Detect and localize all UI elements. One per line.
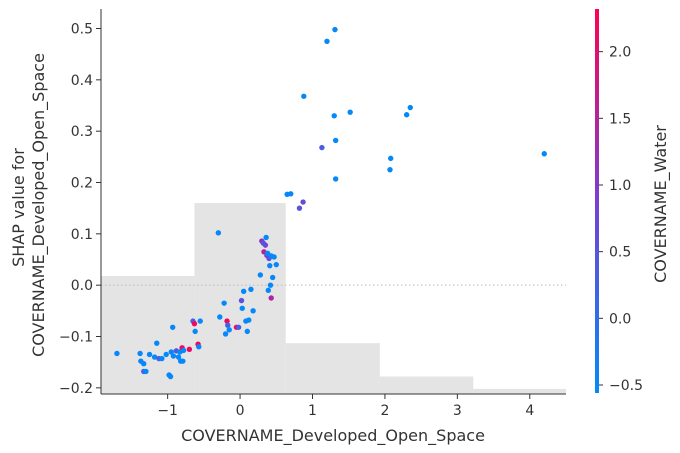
data-point <box>300 199 306 205</box>
data-point <box>331 113 337 119</box>
data-point <box>137 350 143 357</box>
data-point <box>267 262 273 269</box>
data-point <box>262 242 269 248</box>
colorbar-tick-label: 1.0 <box>609 178 631 194</box>
data-point <box>224 318 230 324</box>
y-tick-label: −0.2 <box>59 381 93 397</box>
data-point <box>180 358 186 364</box>
data-point <box>541 151 547 157</box>
data-point <box>114 350 120 357</box>
data-point <box>235 324 242 330</box>
colorbar-tick-label: 0.0 <box>609 311 631 327</box>
y-axis-title-line-1: SHAP value for <box>9 148 28 267</box>
data-point <box>271 254 277 260</box>
data-point <box>269 274 276 281</box>
data-point <box>332 137 339 144</box>
data-point <box>238 297 245 304</box>
data-point <box>196 344 202 350</box>
x-tick-label: 4 <box>525 403 534 419</box>
x-tick-label: 2 <box>380 403 389 419</box>
y-axis-title-line-2: COVERNAME_Developed_Open_Space <box>29 53 49 357</box>
data-point <box>324 38 330 45</box>
data-point <box>143 368 149 375</box>
data-point <box>239 305 245 311</box>
data-point <box>388 155 394 162</box>
data-point <box>263 234 269 241</box>
data-point <box>146 351 153 358</box>
scatter-points <box>114 26 547 380</box>
y-axis: −0.2 −0.1 0.0 0.1 0.2 0.3 0.4 0.5 <box>59 9 102 397</box>
data-point <box>347 109 353 115</box>
data-point <box>244 328 251 335</box>
data-point <box>319 144 325 151</box>
data-point <box>191 320 198 327</box>
data-point <box>217 314 223 320</box>
data-point <box>167 373 174 380</box>
y-tick-label: 0.2 <box>71 176 93 192</box>
data-point <box>197 318 203 324</box>
data-point <box>175 354 182 360</box>
x-tick-label: −1 <box>157 403 178 419</box>
x-tick-label: 1 <box>308 403 317 419</box>
data-point <box>168 349 174 355</box>
data-point <box>222 331 229 337</box>
data-point <box>301 93 307 99</box>
data-point <box>186 346 193 353</box>
data-point <box>265 287 272 294</box>
data-point <box>225 322 231 328</box>
histogram-bin-1 <box>101 275 195 394</box>
data-point <box>226 327 232 333</box>
data-point <box>221 300 227 306</box>
data-point <box>246 317 252 323</box>
colorbar-tick-label: 1.5 <box>609 111 631 127</box>
data-point <box>250 308 256 314</box>
data-point <box>151 354 158 360</box>
data-point <box>288 191 294 197</box>
colorbar-title: COVERNAME_Water <box>651 125 671 283</box>
feature-histogram-background <box>101 203 566 394</box>
x-tick-label: 3 <box>453 403 462 419</box>
data-point <box>240 288 247 295</box>
data-point <box>268 295 274 301</box>
data-point <box>267 282 274 288</box>
data-point <box>248 286 254 292</box>
y-tick-label: 0.5 <box>71 22 93 38</box>
data-point <box>159 355 165 362</box>
data-point <box>332 26 338 33</box>
y-tick-label: 0.1 <box>71 227 93 243</box>
data-point <box>273 261 279 268</box>
y-tick-label: −0.1 <box>59 330 93 346</box>
data-point <box>296 205 303 211</box>
data-point <box>215 230 222 236</box>
data-point <box>154 340 160 346</box>
data-point <box>163 351 169 358</box>
y-tick-label: 0.0 <box>71 278 93 294</box>
colorbar-gradient <box>595 9 599 393</box>
histogram-bin-3 <box>285 343 380 394</box>
data-point <box>192 328 198 335</box>
colorbar-tick-label: −0.5 <box>609 378 643 394</box>
histogram-bin-4 <box>379 376 474 394</box>
data-point <box>170 324 176 330</box>
colorbar-tick-label: 2.0 <box>609 45 631 61</box>
histogram-bin-5 <box>473 388 566 394</box>
data-point <box>403 112 410 118</box>
data-point <box>332 176 339 182</box>
data-point <box>141 361 147 367</box>
y-tick-label: 0.4 <box>71 73 93 89</box>
y-axis-title: SHAP value for COVERNAME_Developed_Open_… <box>9 53 49 357</box>
x-axis: −1 0 1 2 3 4 <box>101 393 566 419</box>
y-tick-label: 0.3 <box>71 124 93 140</box>
data-point <box>407 104 413 111</box>
x-tick-label: 0 <box>236 403 245 419</box>
data-point <box>257 272 264 278</box>
x-axis-title: COVERNAME_Developed_Open_Space <box>181 426 485 446</box>
colorbar-tick-label: 0.5 <box>609 245 631 261</box>
data-point <box>170 353 177 359</box>
colorbar: −0.5 0.0 0.5 1.0 1.5 2.0 COVERNAME_Water <box>595 9 671 394</box>
data-point <box>180 347 187 354</box>
data-point <box>387 166 393 173</box>
